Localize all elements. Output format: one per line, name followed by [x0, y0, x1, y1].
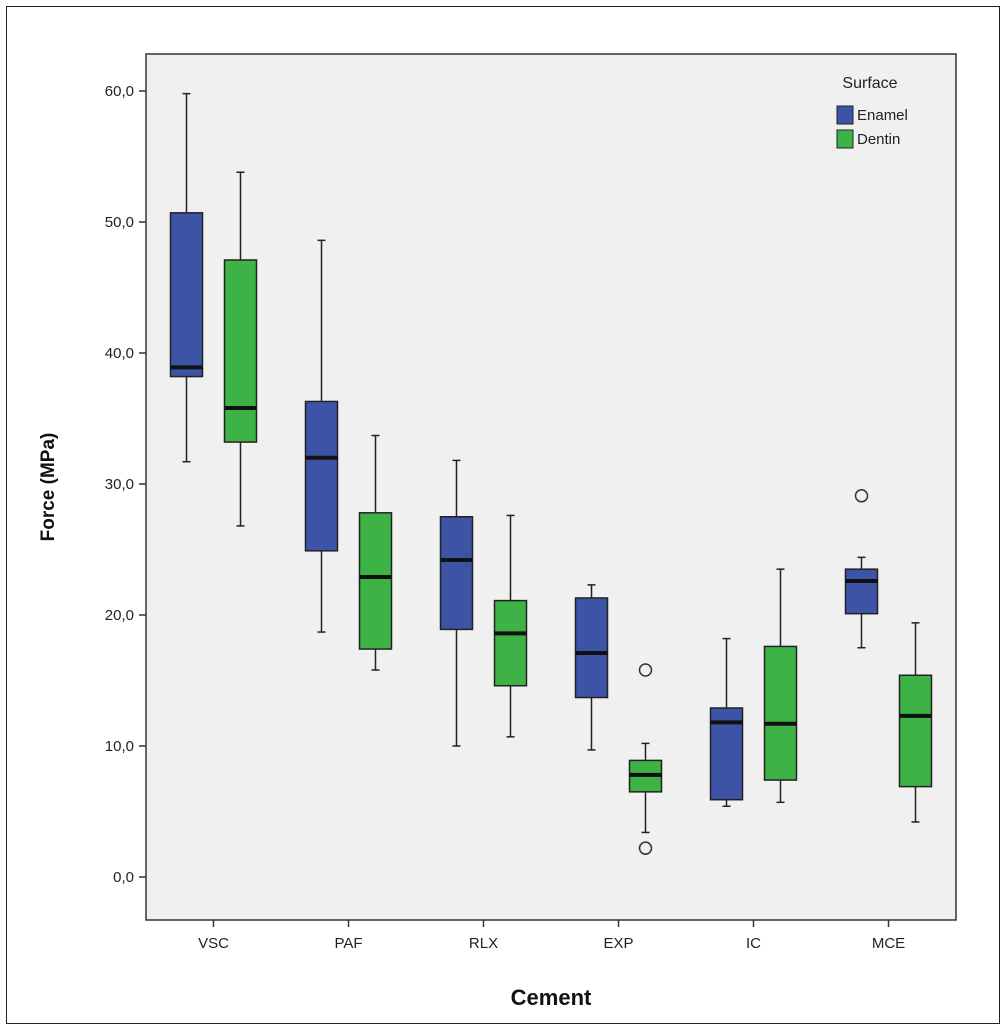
x-axis: VSC PAF RLX EXP IC MCE — [198, 920, 905, 952]
legend-swatch-enamel — [836, 105, 854, 125]
x-tick-label: PAF — [334, 935, 362, 952]
box-dentin-paf — [358, 434, 393, 671]
y-tick-label: 0,0 — [113, 869, 134, 886]
x-axis-title: Cement — [511, 985, 592, 1010]
box-enamel-exp — [574, 584, 609, 751]
x-tick-label: RLX — [469, 935, 498, 952]
box-iqr — [304, 400, 339, 552]
plot-area — [145, 53, 957, 921]
box-iqr — [574, 597, 609, 699]
box-dentin-exp — [628, 663, 663, 855]
legend-label-enamel: Enamel — [857, 107, 908, 124]
outlier-point — [638, 663, 653, 677]
box-iqr — [898, 674, 933, 788]
outlier-point — [638, 841, 653, 855]
legend-title: Surface — [842, 75, 897, 92]
box-iqr — [493, 599, 528, 687]
box-iqr — [844, 568, 879, 615]
box-enamel-paf — [304, 239, 339, 633]
box-enamel-ic — [709, 637, 744, 808]
legend-label-dentin: Dentin — [857, 131, 900, 148]
y-tick-label: 20,0 — [105, 607, 134, 624]
box-dentin-rlx — [493, 514, 528, 738]
y-tick-label: 50,0 — [105, 214, 134, 231]
outlier-point — [854, 489, 869, 503]
legend: Surface Enamel Dentin — [836, 75, 908, 149]
x-tick-label: VSC — [198, 935, 229, 952]
chart-frame — [6, 6, 1000, 1024]
box-enamel-vsc — [169, 92, 204, 463]
box-dentin-ic — [763, 568, 798, 804]
box-series — [169, 92, 933, 855]
box-iqr — [358, 512, 393, 650]
y-axis: 0,0 10,0 20,0 30,0 40,0 50,0 60,0 — [105, 83, 146, 886]
box-iqr — [763, 645, 798, 781]
y-tick-label: 40,0 — [105, 345, 134, 362]
box-iqr — [223, 259, 258, 443]
box-enamel-mce — [844, 489, 879, 649]
x-tick-label: EXP — [603, 935, 633, 952]
box-dentin-mce — [898, 622, 933, 823]
y-tick-label: 30,0 — [105, 476, 134, 493]
y-axis-title: Force (MPa) — [38, 433, 59, 542]
x-tick-label: MCE — [872, 935, 905, 952]
box-iqr — [439, 516, 474, 631]
box-enamel-rlx — [439, 459, 474, 747]
y-tick-label: 60,0 — [105, 83, 134, 100]
box-dentin-vsc — [223, 171, 258, 527]
x-tick-label: IC — [746, 935, 761, 952]
y-tick-label: 10,0 — [105, 738, 134, 755]
box-iqr — [169, 212, 204, 378]
legend-swatch-dentin — [836, 129, 854, 149]
